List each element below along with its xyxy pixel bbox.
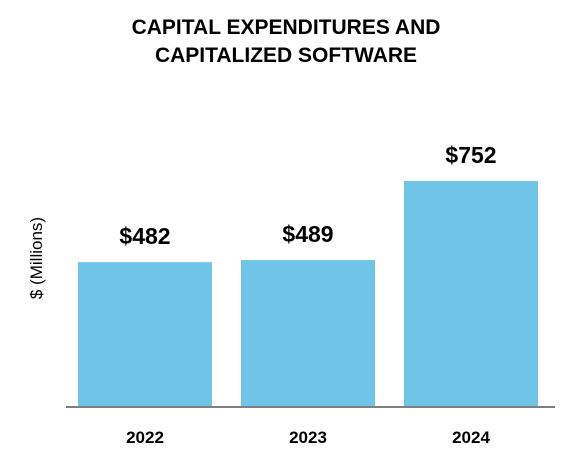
x-tick-label-2024: 2024	[452, 428, 490, 447]
chart-title-line-2: CAPITALIZED SOFTWARE	[154, 44, 418, 67]
bar-2023	[241, 260, 375, 407]
bar-2022	[78, 262, 212, 407]
data-label-2024: $752	[445, 142, 496, 168]
data-label-2022: $482	[119, 223, 170, 249]
x-tick-label-2022: 2022	[126, 428, 164, 447]
y-axis-label: $ (Millions)	[27, 217, 46, 299]
chart-title: CAPITAL EXPENDITURES AND CAPITALIZED SOF…	[0, 14, 572, 70]
data-label-2023: $489	[282, 221, 333, 247]
chart-title-line-1: CAPITAL EXPENDITURES AND	[131, 16, 441, 39]
bar-2024	[404, 181, 538, 407]
x-tick-label-2023: 2023	[289, 428, 327, 447]
